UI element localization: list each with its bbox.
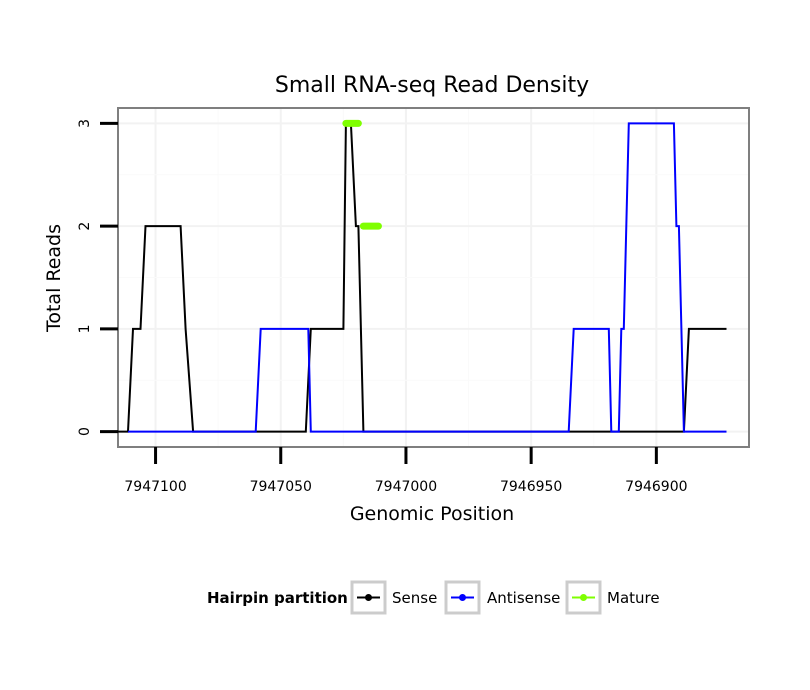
- x-tick-label: 7947100: [124, 479, 186, 495]
- legend: Hairpin partition Sense Antisense Mature: [207, 580, 660, 615]
- series-layer: [110, 119, 727, 433]
- x-tick-label: 7946900: [625, 479, 687, 495]
- x-tick-label: 7946950: [500, 479, 562, 495]
- legend-label-mature: Mature: [607, 589, 660, 607]
- plot-panel: [117, 107, 750, 448]
- y-tick-label: 0: [77, 427, 93, 436]
- legend-label-sense: Sense: [392, 589, 437, 607]
- y-tick-label: 1: [77, 324, 93, 333]
- legend-key-point: [580, 594, 587, 601]
- x-axis: 7947100 7947050 7947000 7946950 7946900: [124, 447, 688, 495]
- y-axis-label: Total Reads: [43, 224, 65, 333]
- legend-label-antisense: Antisense: [487, 589, 560, 607]
- grid: [118, 108, 749, 447]
- x-tick-label: 7947050: [250, 479, 312, 495]
- y-axis: 0 1 2 3: [77, 119, 118, 436]
- legend-key-point: [459, 594, 466, 601]
- x-tick-label: 7947000: [375, 479, 437, 495]
- legend-title: Hairpin partition: [207, 589, 348, 607]
- legend-key-point: [365, 594, 372, 601]
- y-tick-label: 2: [77, 222, 93, 231]
- y-tick-label: 3: [77, 119, 93, 128]
- chart-title: Small RNA-seq Read Density: [275, 73, 589, 98]
- series-line-antisense: [128, 122, 727, 433]
- x-axis-label: Genomic Position: [350, 503, 514, 525]
